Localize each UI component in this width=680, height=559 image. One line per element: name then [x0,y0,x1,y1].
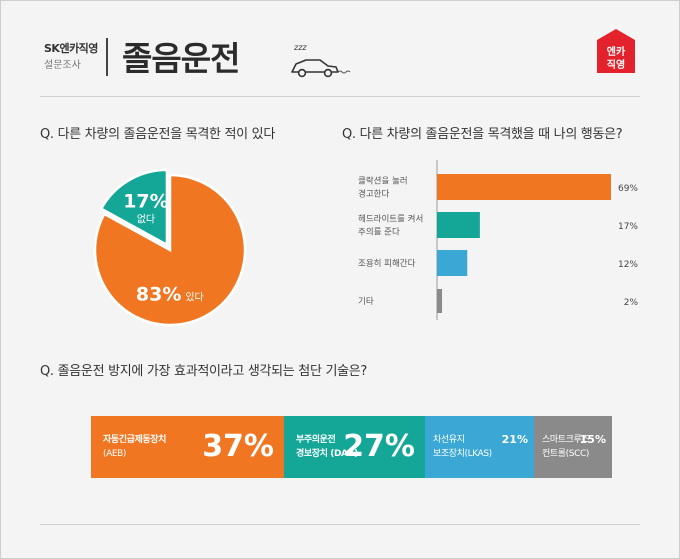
zzz-text: zzz [293,43,307,52]
brand-subtitle: 설문조사 [44,60,81,71]
page-title: 졸음운전 [122,39,240,78]
stacked-segment-3: 차선유지 보조장치(LKAS) 21% [425,416,534,478]
pie-value-1: 83% [136,284,181,306]
title-divider [106,38,108,76]
bar-category-3-1: 조용히 피해간다 [358,258,416,269]
stacked-label-1: 자동긴급제동장치 (AEB) [103,435,167,459]
pie-label-1: 있다 [185,292,203,304]
bar-4 [437,289,443,313]
pie-chart: 83% 있다 17%없다 [93,168,247,327]
stacked-value-1: 37% [202,429,274,464]
question-1-title: Q. 다른 차량의 졸음운전을 목격한 적이 있다 [40,127,275,142]
stacked-segment-2: 부주의운전 경보장치 (DAA) 27% [284,416,425,478]
sleeping-car-icon: zzz [291,43,351,78]
bar-value-2: 17% [618,222,638,232]
bar-value-3: 12% [618,260,638,270]
stacked-label-3: 차선유지 보조장치(LKAS) [433,435,492,459]
question-3-title: Q. 졸음운전 방지에 가장 효과적이라고 생각되는 첨단 기술은? [40,364,368,379]
bar-2 [437,212,480,238]
stacked-value-4: 15% [579,433,606,446]
pie-value-2: 17% [123,190,168,212]
divider-bottom [40,524,640,525]
stacked-label-4: 스마트크루즈 컨트롤(SCC) [542,435,590,459]
pie-slice-2 [99,168,169,247]
stacked-value-3: 21% [501,433,528,446]
pie-slice-1 [93,173,247,327]
bar-3 [437,250,468,276]
bar-category-4-1: 기타 [358,297,374,307]
divider-top [40,96,640,97]
encar-logo-icon: 엔카 직영 [597,29,635,73]
bar-value-1: 69% [618,184,638,194]
bar-category-1-1: 클락션을 눌러 [358,176,408,187]
bar-value-4: 2% [624,298,639,308]
bar-category-1-2: 경고한다 [358,189,389,200]
bar-category-2-2: 주의를 준다 [358,227,400,238]
brand-name: SK엔카직영 [44,42,98,55]
question-2-title: Q. 다른 차량의 졸음운전을 목격했을 때 나의 행동은? [342,127,623,142]
bar-category-2-1: 헤드라이트를 켜서 [358,214,423,225]
stacked-label-2: 부주의운전 경보장치 (DAA) [296,435,358,459]
stacked-segment-1: 자동긴급제동장치 (AEB) 37% [91,416,284,478]
stacked-segment-4: 스마트크루즈 컨트롤(SCC) 15% [534,416,612,478]
logo-text-1: 엔카 [607,45,626,58]
bar-1 [437,174,611,200]
logo-text-2: 직영 [607,58,625,71]
pie-label-2: 없다 [137,212,155,225]
stacked-value-2: 27% [343,429,415,464]
